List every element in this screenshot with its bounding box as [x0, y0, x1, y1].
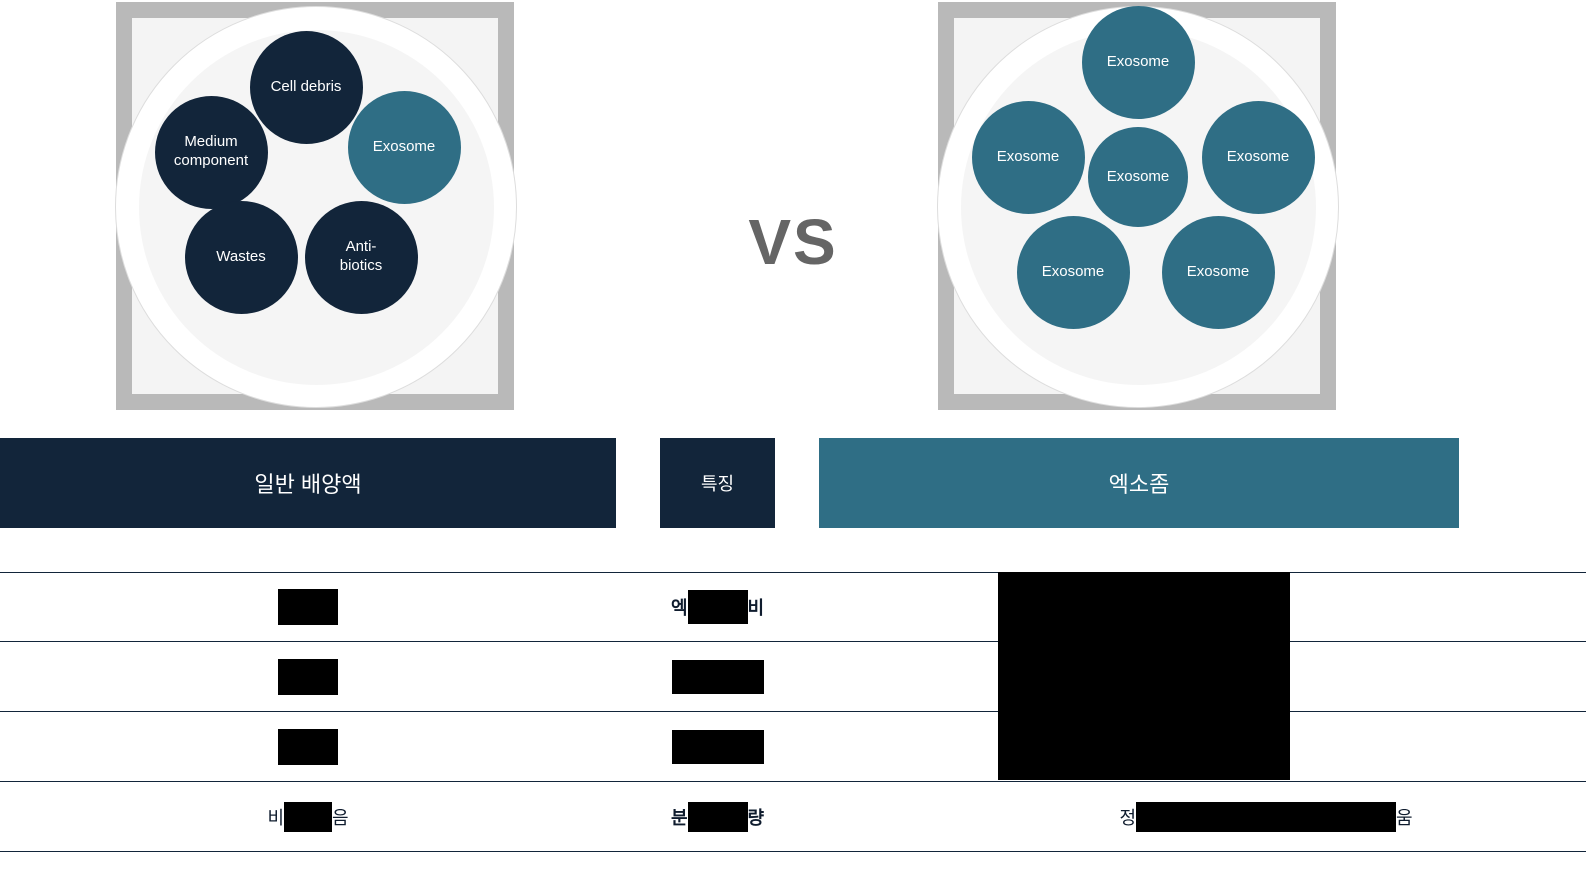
right-diagram-panel: ExosomeExosomeExosomeExosomeExosomeExoso… — [938, 2, 1336, 410]
vs-label: VS — [748, 205, 837, 279]
table-cell-mid: 엑비 — [616, 590, 819, 624]
table-cell-mid — [616, 730, 819, 764]
header-row: 일반 배양액 특징 엑소좀 — [0, 438, 1586, 528]
bubble-medium-component: Medium component — [155, 96, 268, 209]
table-cell-mid — [616, 660, 819, 694]
left-plate: Cell debrisExosome Medium componentWastes… — [115, 6, 517, 408]
diagram-row: Cell debrisExosomeMedium componentWastes… — [0, 0, 1586, 415]
bubble-exosome: Exosome — [1017, 216, 1130, 329]
redaction-block — [688, 590, 748, 624]
table-cell-mid: 분량 — [616, 802, 819, 832]
table-cell-left — [0, 729, 616, 765]
bubble-exosome: Exosome — [1202, 101, 1315, 214]
table-cell-left — [0, 659, 616, 695]
table-row: 비음분량정움 — [0, 782, 1586, 852]
redaction-block — [278, 729, 338, 765]
redaction-block — [284, 802, 332, 832]
redaction-block — [672, 660, 764, 694]
redaction-block — [998, 572, 1290, 780]
table-cell-left: 비음 — [0, 802, 616, 832]
right-plate: ExosomeExosomeExosomeExosomeExosomeExoso… — [937, 6, 1339, 408]
table-cell-left — [0, 589, 616, 625]
comparison-table: 엑비비음분량정움 — [0, 572, 1586, 852]
bubble-wastes: Wastes — [185, 201, 298, 314]
bubble-exosome: Exosome — [1082, 6, 1195, 119]
redaction-block — [278, 589, 338, 625]
table-text: 정 — [1119, 804, 1136, 830]
bubble-anti--biotics: Anti- biotics — [305, 201, 418, 314]
table-row — [0, 642, 1586, 712]
table-row — [0, 712, 1586, 782]
bubble-cell-debris: Cell debris — [250, 31, 363, 144]
header-mid: 특징 — [660, 438, 775, 528]
bubble-exosome: Exosome — [1162, 216, 1275, 329]
table-text: 비 — [748, 594, 765, 620]
redaction-block — [1136, 802, 1396, 832]
table-text: 음 — [332, 804, 349, 830]
table-text: 움 — [1396, 804, 1413, 830]
table-row: 엑비 — [0, 572, 1586, 642]
header-right: 엑소좀 — [819, 438, 1459, 528]
table-text: 량 — [748, 804, 765, 830]
bubble-exosome: Exosome — [972, 101, 1085, 214]
table-cell-right: 정움 — [946, 802, 1586, 832]
bubble-exosome: Exosome — [1088, 127, 1188, 227]
redaction-block — [672, 730, 764, 764]
header-left: 일반 배양액 — [0, 438, 616, 528]
redaction-block — [688, 802, 748, 832]
redaction-block — [278, 659, 338, 695]
table-text: 비 — [267, 804, 284, 830]
bubble-exosome: Exosome — [348, 91, 461, 204]
left-diagram-panel: Cell debrisExosome Medium componentWastes… — [116, 2, 514, 410]
table-text: 엑 — [671, 594, 688, 620]
table-text: 분 — [671, 804, 688, 830]
